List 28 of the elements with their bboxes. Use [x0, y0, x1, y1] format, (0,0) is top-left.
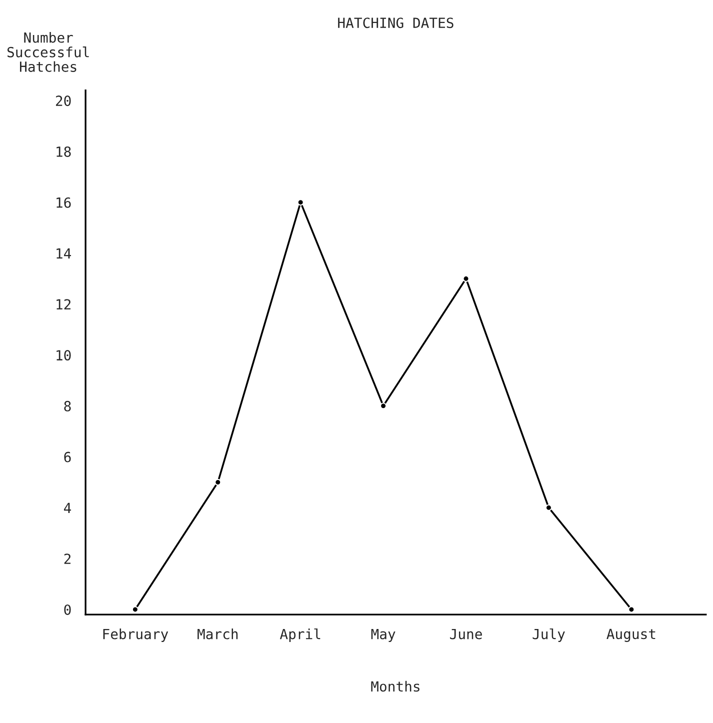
y-tick-label: 14	[56, 248, 72, 259]
point	[214, 478, 222, 486]
x-tick-label: May	[371, 628, 396, 642]
x-axis-title: Months	[371, 680, 420, 692]
chart-title: HATCHING DATES	[338, 18, 454, 28]
point	[380, 402, 387, 410]
y-axis-title: Number Successful Hatches	[7, 32, 89, 72]
point	[132, 606, 138, 613]
point	[628, 606, 635, 613]
point	[545, 504, 552, 511]
x-tick-label: July	[532, 628, 565, 642]
x-tick-label: March	[198, 628, 238, 640]
point	[297, 199, 304, 206]
y-tick-label: 2	[64, 554, 70, 564]
y-tick-label: 12	[56, 299, 70, 310]
y-tick-label: 8	[64, 400, 71, 412]
x-tick-label: April	[280, 628, 320, 642]
y-tick-label: 4	[64, 502, 72, 513]
y-tick-label: 0	[64, 604, 71, 615]
x-tick-label: August	[606, 628, 656, 642]
y-tick-label: 16	[56, 197, 71, 208]
x-tick-label: February	[103, 628, 168, 642]
x-tick-label: June	[450, 628, 482, 640]
y-tick-label: 6	[64, 452, 71, 462]
point	[462, 275, 470, 282]
y-tick-label: 10	[56, 350, 71, 361]
y-tick-label: 18	[56, 146, 71, 157]
y-tick-label: 20	[56, 96, 71, 106]
